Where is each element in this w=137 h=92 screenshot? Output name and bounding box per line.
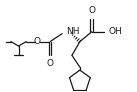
Text: O: O (34, 37, 41, 46)
Text: OH: OH (109, 27, 122, 36)
Text: NH: NH (66, 27, 79, 36)
Text: O: O (47, 59, 54, 68)
Text: O: O (88, 6, 95, 15)
